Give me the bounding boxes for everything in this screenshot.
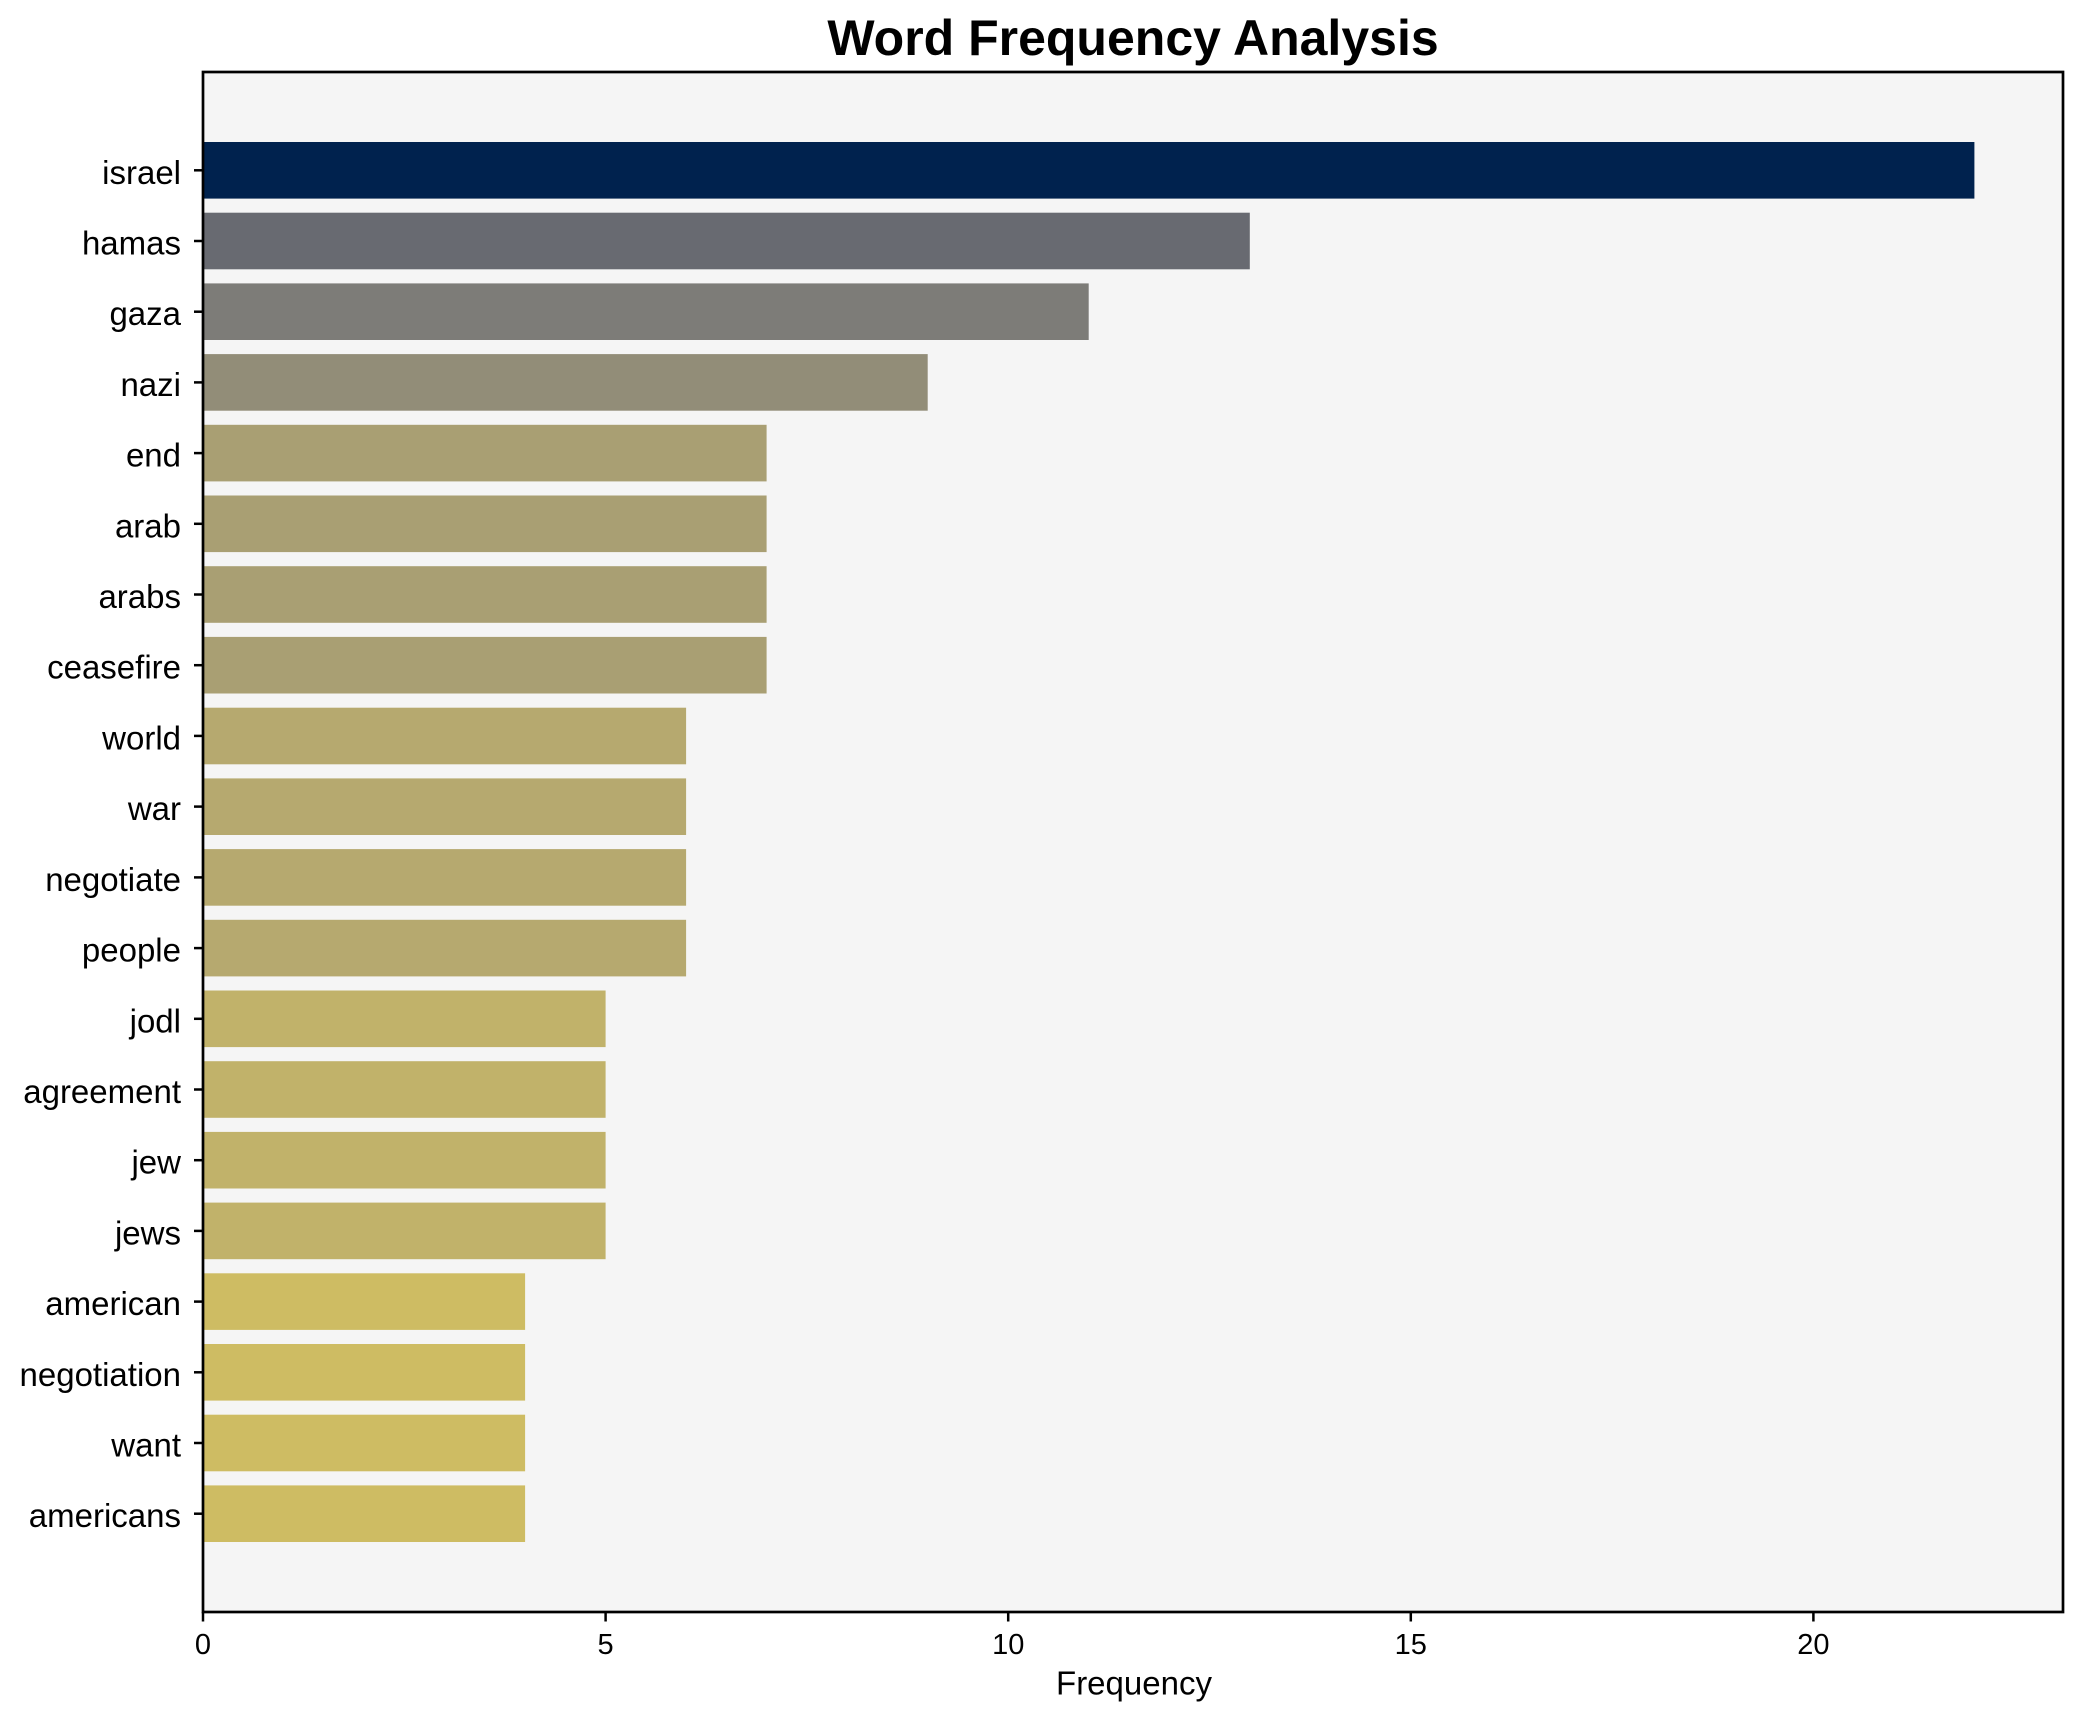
svg-text:end: end: [126, 437, 181, 474]
svg-text:5: 5: [598, 1629, 614, 1661]
svg-text:nazi: nazi: [120, 366, 181, 403]
svg-text:Word Frequency Analysis: Word Frequency Analysis: [827, 10, 1438, 66]
svg-text:people: people: [82, 932, 181, 969]
svg-text:jodl: jodl: [129, 1002, 181, 1039]
svg-text:americans: americans: [29, 1497, 181, 1534]
svg-text:negotiation: negotiation: [20, 1356, 181, 1393]
svg-text:0: 0: [195, 1629, 211, 1661]
svg-text:negotiate: negotiate: [45, 861, 181, 898]
svg-text:gaza: gaza: [109, 295, 181, 332]
svg-text:want: want: [110, 1427, 181, 1464]
svg-text:war: war: [127, 790, 181, 827]
svg-text:jew: jew: [130, 1144, 181, 1181]
svg-text:israel: israel: [102, 154, 181, 191]
svg-text:hamas: hamas: [82, 225, 181, 262]
svg-text:Frequency: Frequency: [1056, 1665, 1212, 1702]
svg-text:world: world: [101, 719, 181, 756]
svg-text:15: 15: [1395, 1629, 1427, 1661]
svg-text:arab: arab: [115, 507, 181, 544]
svg-text:ceasefire: ceasefire: [47, 649, 181, 686]
svg-text:20: 20: [1797, 1629, 1829, 1661]
svg-text:jews: jews: [114, 1214, 181, 1251]
svg-text:arabs: arabs: [98, 578, 181, 615]
svg-text:agreement: agreement: [23, 1073, 181, 1110]
svg-text:american: american: [45, 1285, 181, 1322]
svg-text:10: 10: [992, 1629, 1024, 1661]
